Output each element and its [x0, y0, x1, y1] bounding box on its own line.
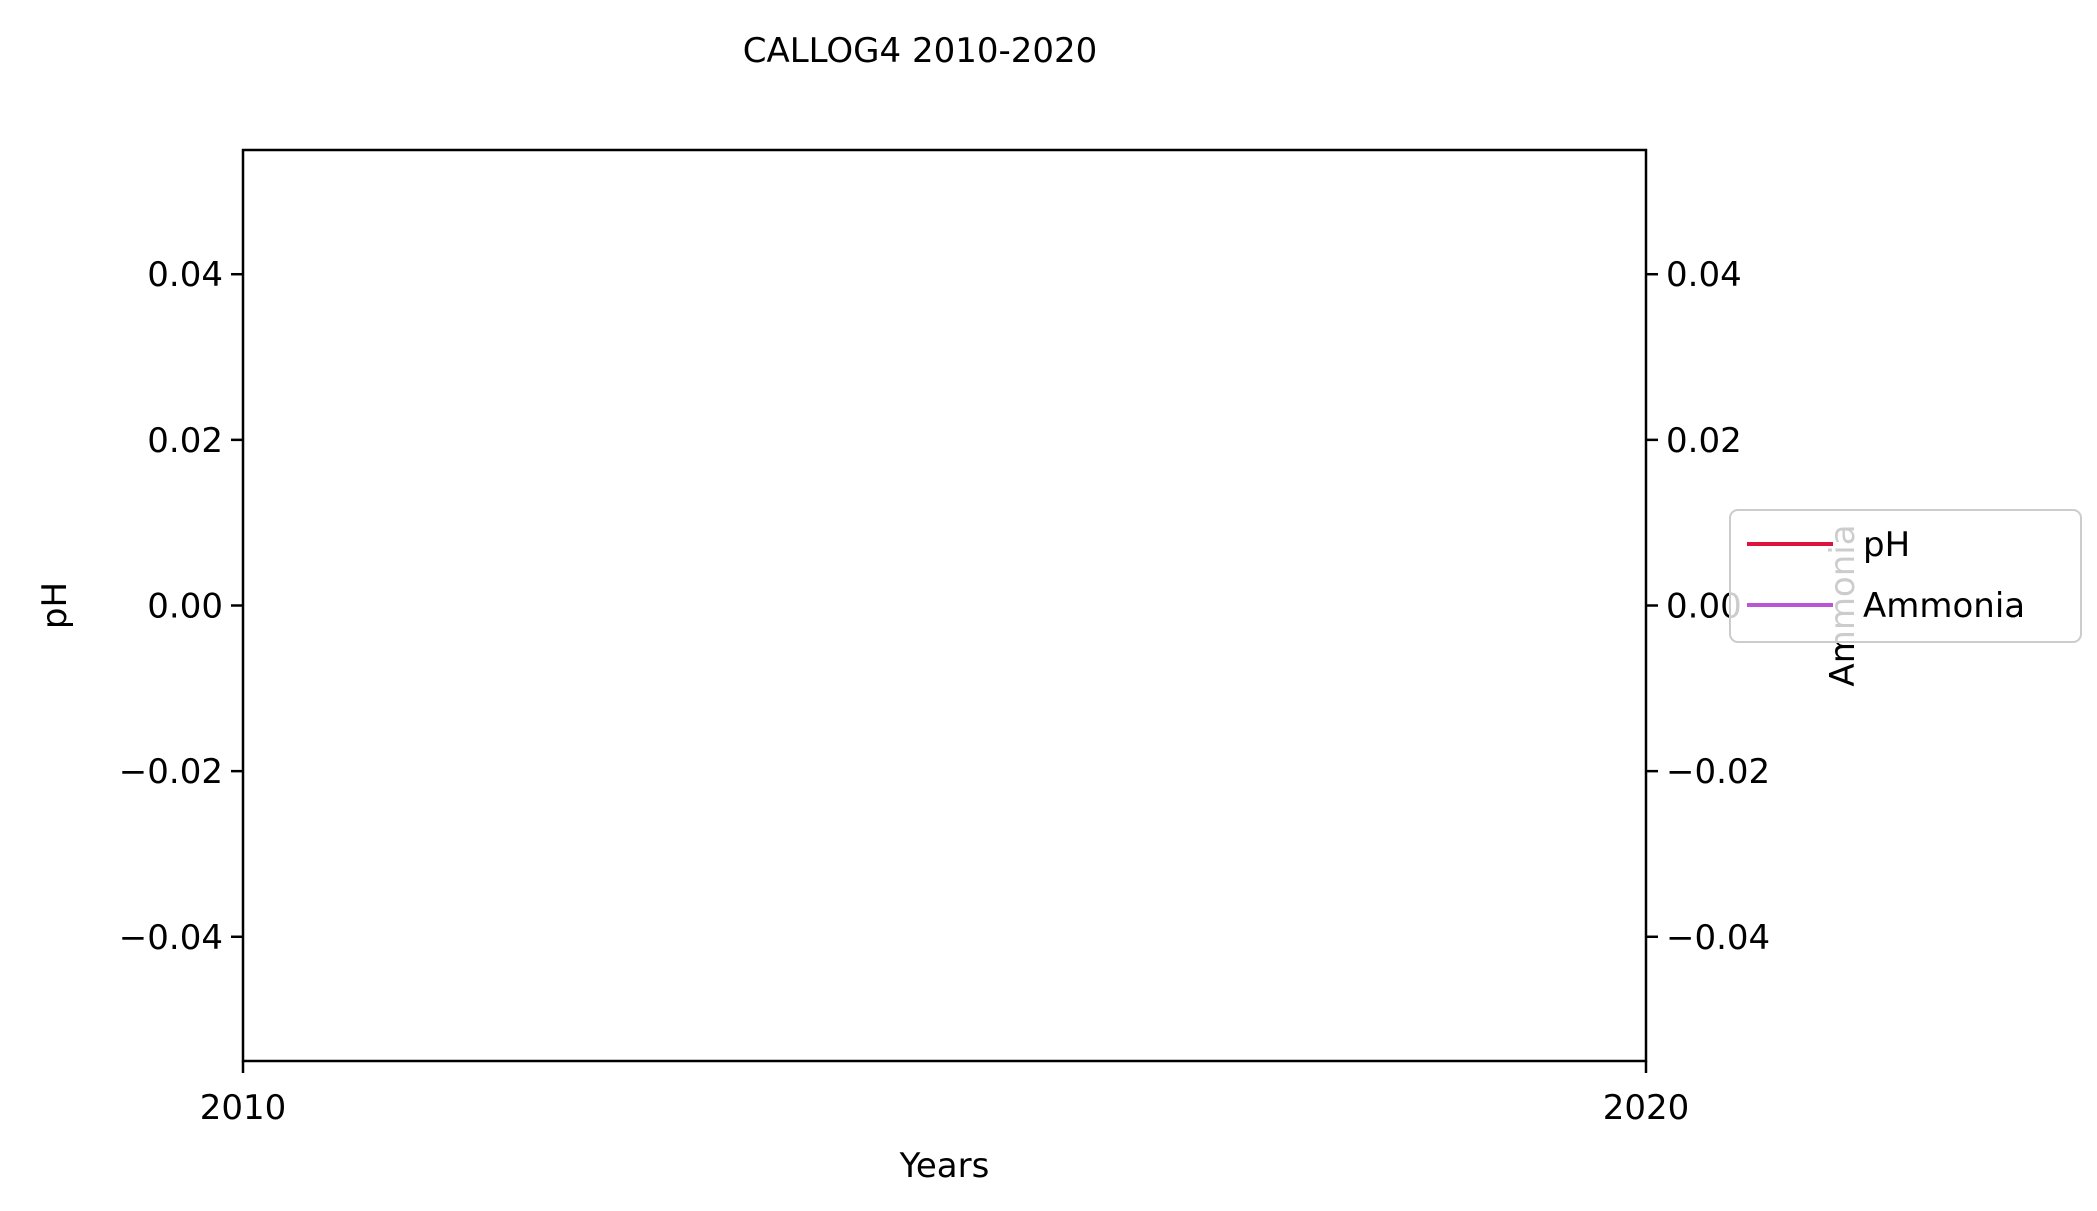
- y-right-tick-label: 0.04: [1666, 255, 1742, 295]
- y-left-tick-label: −0.02: [119, 752, 223, 792]
- y-right-tick-label: 0.02: [1666, 421, 1742, 461]
- y-axis-left-label: pH: [35, 582, 75, 629]
- y-left-tick-label: 0.00: [147, 587, 223, 627]
- x-tick-label: 2010: [200, 1088, 287, 1128]
- y-axis-left-ticks: 0.04 0.02 0.00 −0.02 −0.04: [119, 255, 243, 958]
- chart-title: CALLOG4 2010-2020: [743, 31, 1098, 71]
- y-axis-right-ticks: 0.040.020.00−0.02−0.04: [1646, 255, 1770, 958]
- legend-label-ammonia: Ammonia: [1863, 586, 2025, 626]
- x-tick-label: 2020: [1603, 1088, 1690, 1128]
- x-axis-label: Years: [899, 1146, 990, 1186]
- y-left-tick-label: 0.04: [147, 255, 223, 295]
- legend: pH Ammonia: [1729, 509, 2082, 643]
- y-left-tick-label: −0.04: [119, 918, 223, 958]
- y-right-tick-label: −0.02: [1666, 752, 1770, 792]
- x-axis-ticks: 2010 2020: [200, 1061, 1690, 1128]
- y-left-tick-label: 0.02: [147, 421, 223, 461]
- legend-label-ph: pH: [1863, 525, 1910, 565]
- y-right-tick-label: −0.04: [1666, 918, 1770, 958]
